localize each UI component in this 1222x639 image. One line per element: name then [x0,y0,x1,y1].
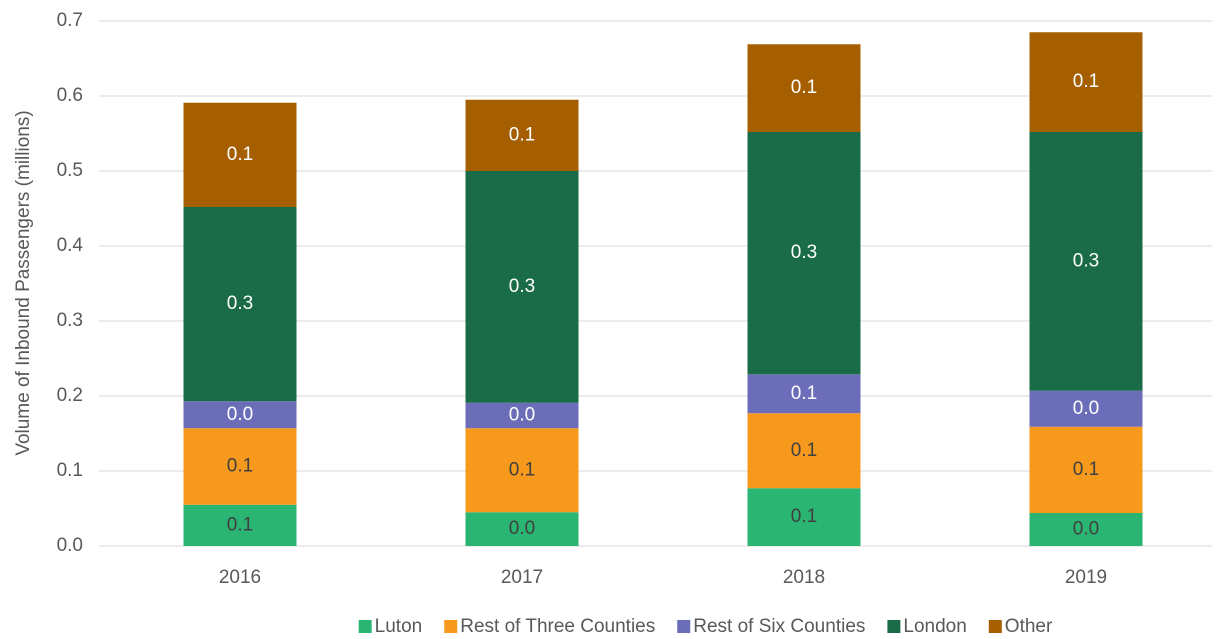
data-label: 0.1 [1073,459,1099,480]
data-label: 0.3 [1073,250,1099,271]
bar-segment [465,402,579,429]
legend-label: Rest of Six Counties [693,616,865,637]
y-tick-label: 0.7 [57,10,83,31]
bar-segment [1029,32,1143,132]
data-label: 0.0 [1073,519,1099,540]
y-tick-label: 0.1 [57,460,83,481]
x-tick-label: 2017 [501,567,543,588]
data-label: 0.1 [791,506,817,527]
bar-segment [747,488,861,546]
data-label: 0.3 [509,276,535,297]
bar-segment [1029,426,1143,513]
data-label: 0.1 [791,77,817,98]
data-label: 0.0 [509,518,535,539]
legend-swatch [887,620,901,633]
data-label: 0.3 [227,293,253,314]
bar-segment [1029,513,1143,546]
legend-swatch [358,620,372,633]
data-label: 0.1 [791,383,817,404]
bar-segment [747,413,861,489]
bar-segment [747,132,861,375]
data-label: 0.1 [791,440,817,461]
legend-swatch [988,620,1002,633]
y-tick-label: 0.6 [57,85,83,106]
bar-segment [183,102,297,207]
data-label: 0.1 [227,456,253,477]
data-label: 0.3 [791,242,817,263]
bar-segment [1029,132,1143,391]
bar-segment [183,428,297,505]
y-axis-title: Volume of Inbound Passengers (millions) [13,110,34,455]
x-tick-label: 2016 [219,567,261,588]
legend-label: London [903,616,966,637]
data-label: 0.1 [509,124,535,145]
bar-segment [183,207,297,402]
bar-segment [1029,390,1143,427]
data-label: 0.0 [1073,398,1099,419]
data-label: 0.0 [227,404,253,425]
y-tick-label: 0.0 [57,535,83,556]
legend-label: Other [1005,616,1053,637]
legend-label: Rest of Three Counties [460,616,655,637]
y-tick-label: 0.3 [57,310,83,331]
y-tick-label: 0.2 [57,385,83,406]
data-label: 0.1 [227,514,253,535]
data-label: 0.1 [509,459,535,480]
bar-segment [465,428,579,513]
bar-segment [465,171,579,403]
bar-segment [747,374,861,414]
data-label: 0.1 [1073,71,1099,92]
legend-swatch [444,620,458,633]
bar-segment [465,99,579,171]
y-tick-label: 0.4 [57,235,84,256]
data-label: 0.0 [509,405,535,426]
bar-segment [183,504,297,546]
legend-swatch [677,620,691,633]
y-tick-label: 0.5 [57,160,83,181]
x-tick-label: 2018 [783,567,825,588]
data-label: 0.1 [227,144,253,165]
bar-segment [183,401,297,429]
bar-segment [465,512,579,546]
bar-segment [747,44,861,132]
legend-label: Luton [375,616,423,637]
x-tick-label: 2019 [1065,567,1107,588]
